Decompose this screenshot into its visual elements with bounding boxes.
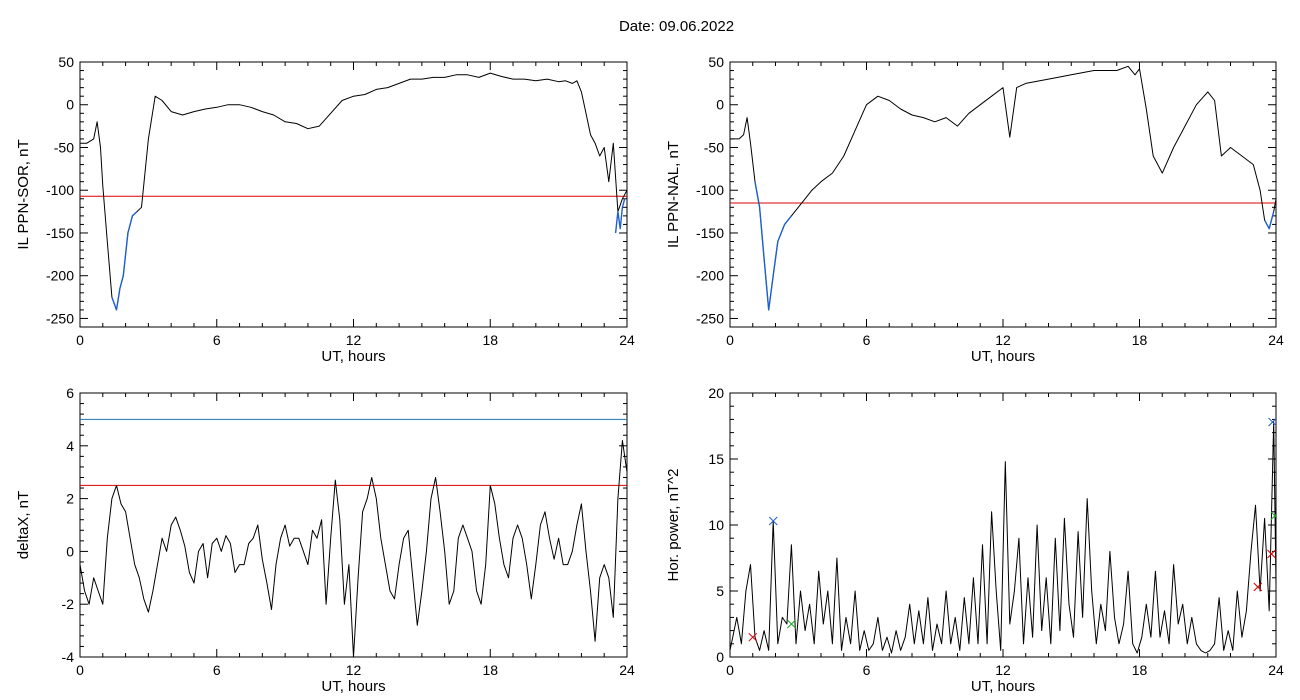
plot-frame	[79, 392, 628, 658]
y-tick-label: -2	[62, 596, 75, 612]
series-line-1	[730, 421, 1276, 654]
y-tick-label: 6	[66, 385, 74, 401]
x-tick-label: 6	[863, 332, 871, 348]
y-tick-label: 0	[66, 543, 74, 559]
x-axis-label: UT, hours	[971, 678, 1035, 695]
y-tick-label: 50	[58, 54, 74, 70]
y-tick-label: 0	[716, 97, 724, 113]
plot-frame	[79, 61, 628, 328]
y-axis-label: IL PPN-SOR, nT	[15, 139, 32, 249]
y-tick-label: -200	[696, 268, 724, 284]
plot-panel-3: 0 6 12 18 24 6 4 2 0 -2 -4 UT, hours deltaX, nT	[15, 385, 635, 695]
marker-red	[748, 632, 758, 642]
y-tick-label: -4	[62, 649, 75, 665]
y-tick-label: 4	[66, 438, 74, 454]
series-line-2	[111, 211, 138, 311]
x-tick-label: 24	[1268, 662, 1284, 678]
marker-stroke	[768, 516, 778, 526]
y-tick-label: -200	[46, 268, 74, 284]
x-tick-label: 24	[619, 332, 635, 348]
x-tick-label: 6	[213, 662, 221, 678]
marker-green	[787, 619, 796, 629]
y-tick-label: -250	[46, 310, 74, 326]
series-line-2	[754, 181, 792, 311]
x-axis-label: UT, hours	[971, 348, 1035, 365]
x-tick-label: 12	[995, 332, 1011, 348]
y-tick-label: 0	[716, 649, 724, 665]
x-tick-label: 18	[482, 332, 498, 348]
series-line-1	[80, 440, 627, 657]
x-tick-label: 24	[1268, 332, 1284, 348]
y-tick-label: -100	[696, 182, 724, 198]
plot-frame	[729, 61, 1277, 328]
x-axis-label: UT, hours	[321, 678, 385, 695]
x-axis-label: UT, hours	[321, 348, 385, 365]
y-axis-label: Hor. power, nT^2	[665, 469, 682, 582]
plot-area	[80, 72, 627, 311]
series-line-3	[1263, 211, 1275, 230]
y-tick-label: -50	[704, 139, 724, 155]
marker-stroke	[1268, 417, 1276, 427]
x-tick-label: 12	[995, 662, 1011, 678]
y-tick-label: -150	[46, 225, 74, 241]
x-tick-label: 18	[482, 662, 498, 678]
y-axis-label: IL PPN-NAL, nT	[665, 141, 682, 248]
marker-stroke	[1267, 549, 1276, 559]
y-tick-label: 20	[708, 385, 724, 401]
x-tick-label: 6	[213, 332, 221, 348]
x-tick-label: 0	[726, 662, 734, 678]
marker-blue	[768, 516, 778, 526]
marker-red	[1267, 549, 1276, 559]
marker-stroke	[1270, 513, 1276, 521]
x-tick-label: 24	[619, 662, 635, 678]
x-tick-label: 12	[346, 332, 362, 348]
series-line-3	[614, 198, 626, 234]
marker-blue	[1268, 417, 1276, 427]
marker-stroke	[787, 619, 796, 629]
y-tick-label: -100	[46, 182, 74, 198]
x-tick-label: 0	[76, 332, 84, 348]
y-tick-label: 2	[66, 491, 74, 507]
y-tick-label: 15	[708, 451, 724, 467]
plot-area	[730, 65, 1276, 311]
y-tick-label: 50	[708, 54, 724, 70]
plot-panel-4: 0 6 12 18 24 20 15 10 5 0 UT, hours Hor. power, nT^…	[665, 385, 1284, 695]
plot-frame	[729, 392, 1277, 658]
marker-stroke	[748, 632, 758, 642]
x-tick-label: 18	[1132, 662, 1148, 678]
series-line-1	[730, 65, 1276, 311]
chart-title: Date: 09.06.2022	[618, 18, 735, 35]
y-tick-label: -150	[696, 225, 724, 241]
plot-area	[80, 418, 627, 657]
y-tick-label: 0	[66, 97, 74, 113]
x-tick-label: 18	[1132, 332, 1148, 348]
y-tick-label: -250	[696, 310, 724, 326]
y-axis-label: deltaX, nT	[15, 491, 32, 559]
y-tick-label: 10	[708, 517, 724, 533]
series-line-1	[80, 72, 627, 311]
marker-stroke	[1253, 582, 1263, 592]
x-tick-label: 6	[863, 662, 871, 678]
y-tick-label: -50	[54, 139, 74, 155]
x-tick-label: 12	[346, 662, 362, 678]
y-tick-label: 5	[716, 583, 724, 599]
marker-green	[1270, 511, 1276, 521]
marker-red	[1253, 582, 1263, 592]
x-tick-label: 0	[726, 332, 734, 348]
x-tick-label: 0	[76, 662, 84, 678]
plot-area	[730, 417, 1276, 654]
plot-panel-1: 0 6 12 18 24 50 0 -50 -100 -150 -200 -250 UT, hours I…	[15, 54, 635, 365]
plot-panel-2: 0 6 12 18 24 50 0 -50 -100 -150 -200 -250 UT, hours I…	[665, 54, 1284, 365]
